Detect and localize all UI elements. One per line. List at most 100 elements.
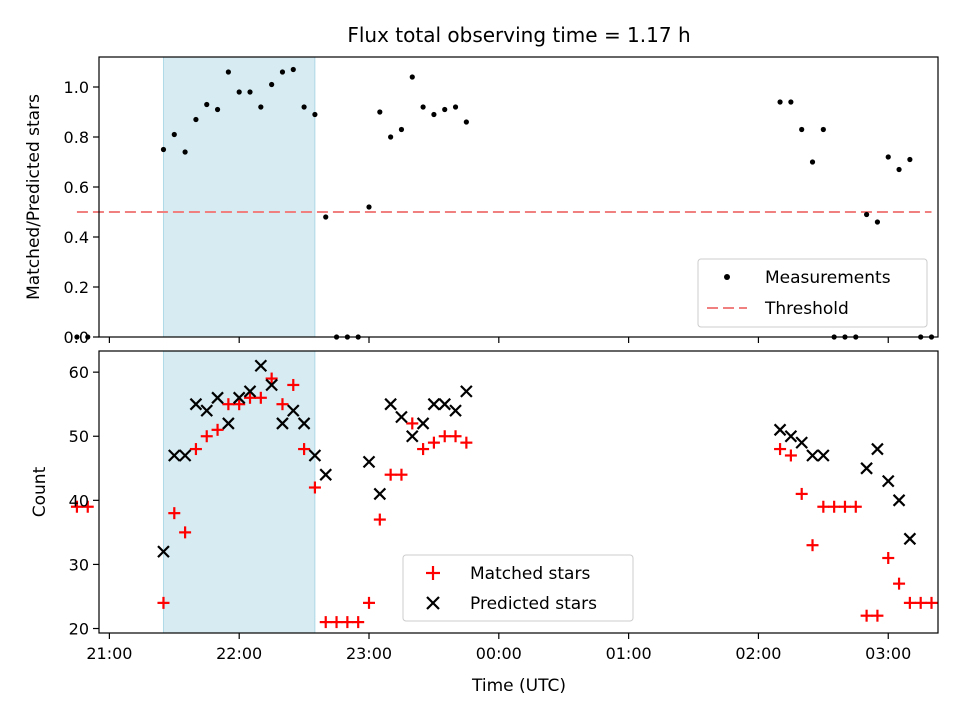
- measurement-point: [160, 146, 167, 153]
- chart-title: Flux total observing time = 1.17 h: [347, 23, 690, 47]
- matched-star-point: [774, 443, 787, 456]
- matched-star-point: [222, 398, 235, 411]
- predicted-star-point: [200, 404, 214, 417]
- matched-star-point: [384, 468, 397, 481]
- matched-star-point: [882, 552, 895, 565]
- predicted-star-point: [892, 494, 906, 507]
- matched-star-point: [200, 430, 213, 443]
- predicted-star-point: [784, 429, 798, 443]
- y-tick-label: 0.8: [64, 128, 89, 147]
- x-tick-label: 21:00: [86, 644, 132, 663]
- predicted-star-point: [232, 391, 246, 405]
- x-tick-label: 03:00: [865, 644, 911, 663]
- matched-star-point: [784, 449, 797, 462]
- measurement-point: [85, 334, 91, 340]
- measurement-point: [301, 104, 307, 110]
- matched-star-point: [276, 398, 289, 411]
- measurement-point: [809, 159, 816, 165]
- x-tick-label: 01:00: [606, 644, 652, 663]
- matched-star-point: [395, 468, 408, 481]
- predicted-star-point: [871, 442, 884, 456]
- top-axes-frame: [98, 56, 939, 338]
- measurement-point: [788, 99, 794, 105]
- measurement-point: [820, 126, 826, 133]
- predicted-star-point: [395, 410, 408, 424]
- matched-star-point: [427, 436, 440, 449]
- top-panel: 0.0 0.2 0.4 0.6 0.8 1.0 Matched/Predicted sta…: [24, 56, 939, 347]
- measurement-point: [312, 111, 318, 118]
- bottom-x-ticks: 21:00 22:00 23:00 00:00 01:00 02:00 03:00: [86, 633, 911, 663]
- top-legend: Measurements Threshold: [697, 258, 928, 328]
- measurement-point: [907, 156, 913, 163]
- predicted-star-point: [795, 436, 808, 449]
- predicted-star-point: [287, 404, 300, 417]
- matched-star-point: [373, 513, 386, 526]
- matched-star-point: [244, 391, 257, 404]
- measurement-point: [269, 81, 275, 88]
- measurement-point: [182, 149, 188, 155]
- measurement-point: [279, 69, 286, 75]
- measurement-point: [388, 134, 394, 140]
- predicted-star-point: [178, 449, 192, 462]
- matched-star-point: [828, 500, 841, 513]
- measurement-point: [74, 334, 80, 340]
- measurement-point: [799, 126, 805, 133]
- measurement-point: [896, 166, 902, 173]
- legend-predicted-marker: [426, 596, 440, 610]
- matched-star-point: [341, 616, 354, 629]
- legend-measurements-label: Measurements: [765, 268, 891, 288]
- legend-matched-marker: [426, 566, 440, 580]
- predicted-star-point: [189, 397, 203, 411]
- y-tick-label: 60: [69, 363, 89, 382]
- matched-star-point: [363, 596, 376, 609]
- predicted-star-point: [817, 449, 830, 462]
- top-x-ticks: [108, 337, 889, 343]
- bottom-y-axis-label: Count: [30, 466, 50, 517]
- matched-star-point: [287, 378, 300, 391]
- measurement-point: [290, 66, 296, 73]
- measurement-point: [193, 116, 199, 123]
- y-tick-label: 0.0: [64, 328, 89, 347]
- predicted-star-point: [373, 487, 387, 501]
- measurement-point: [171, 131, 177, 138]
- matched-star-point: [330, 616, 343, 629]
- predicted-star-point: [265, 378, 278, 392]
- predicted-star-point: [297, 417, 311, 430]
- measurement-point: [366, 204, 372, 210]
- matched-star-point: [893, 577, 906, 590]
- measurement-point: [247, 89, 253, 95]
- matched-star-point: [914, 596, 927, 609]
- matched-star-point: [795, 487, 808, 500]
- measurement-point: [214, 106, 221, 113]
- bottom-points: [70, 359, 938, 629]
- predicted-star-point: [211, 391, 224, 405]
- matched-star-point: [806, 539, 819, 552]
- measurement-point: [864, 211, 870, 218]
- measurement-point: [323, 214, 329, 220]
- top-highlight-span: [162, 56, 316, 338]
- top-y-ticks: 0.0 0.2 0.4 0.6 0.8 1.0: [64, 78, 99, 347]
- x-axis-label: Time (UTC): [471, 676, 566, 696]
- measurement-point: [377, 109, 383, 115]
- matched-star-point: [265, 372, 278, 385]
- matched-star-point: [903, 596, 916, 609]
- y-tick-label: 0.6: [64, 178, 89, 197]
- bottom-legend-box: [402, 554, 634, 622]
- x-tick-label: 02:00: [735, 644, 781, 663]
- matched-star-point: [189, 443, 202, 456]
- measurement-point: [442, 106, 448, 113]
- matched-star-point: [817, 500, 830, 513]
- bottom-y-ticks: 20 30 40 50 60: [69, 363, 99, 639]
- predicted-star-point: [806, 449, 819, 462]
- predicted-star-point: [881, 474, 895, 488]
- predicted-star-point: [319, 468, 333, 481]
- matched-star-point: [179, 526, 192, 539]
- measurement-point: [258, 104, 264, 110]
- x-tick-label: 22:00: [216, 644, 262, 663]
- matched-star-point: [438, 430, 451, 443]
- predicted-star-point: [168, 449, 181, 462]
- predicted-star-point: [362, 455, 376, 469]
- y-tick-label: 1.0: [64, 78, 89, 97]
- matched-star-point: [168, 507, 181, 520]
